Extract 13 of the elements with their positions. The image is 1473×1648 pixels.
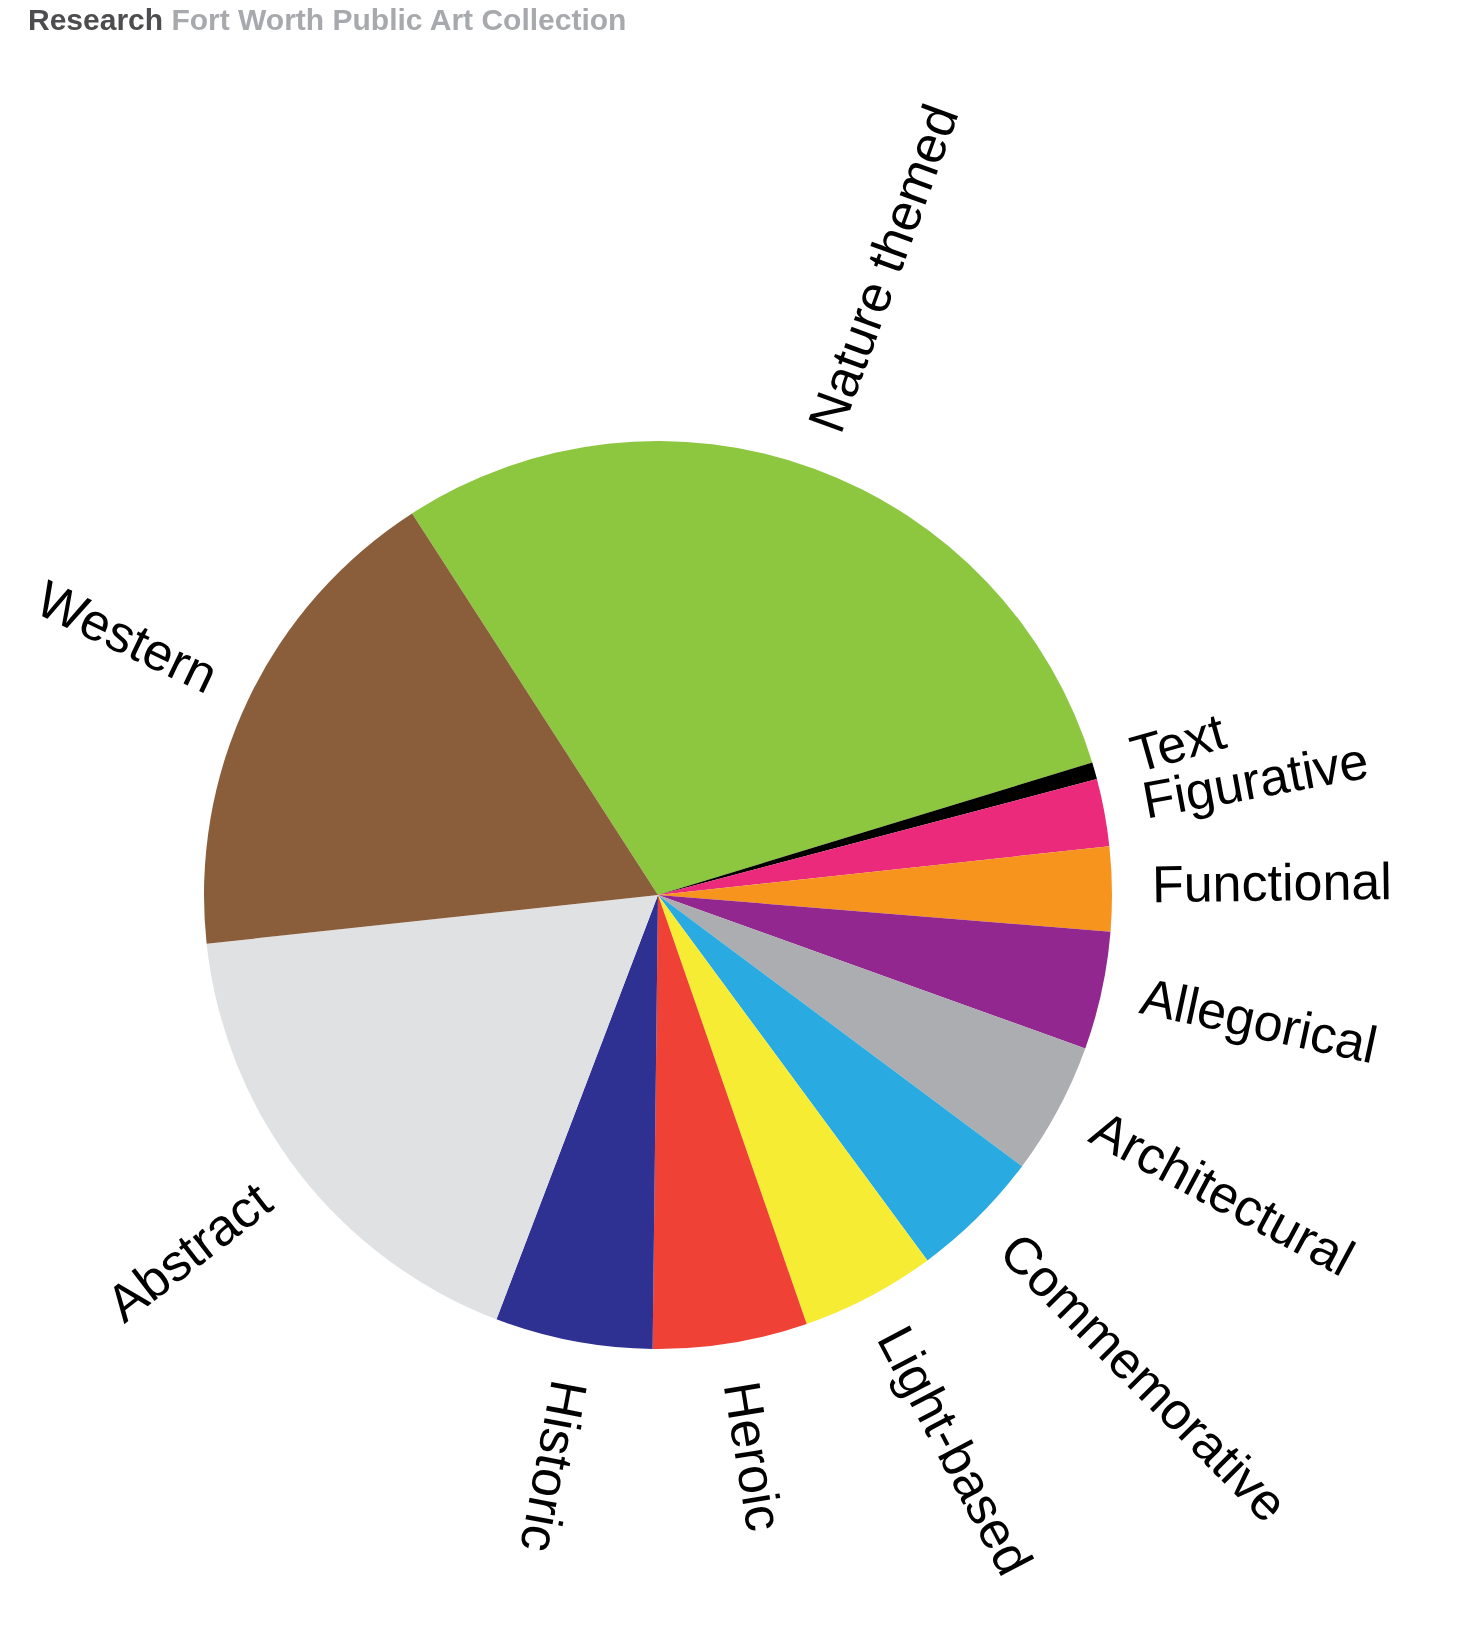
chart-subtitle: Fort Worth Public Art Collection [171,3,627,36]
slice-label: Historic [509,1375,599,1557]
slice-label: Heroic [712,1377,795,1535]
slice-label: Allegorical [1135,966,1383,1075]
slice-label: Nature themed [796,96,970,440]
chart-title: Research [28,3,172,36]
pie-slice [658,895,1111,1049]
pie-slice [658,895,1086,1167]
slice-label: Functional [1151,852,1393,914]
pie-slice [412,441,1093,895]
pie-slice [652,895,807,1349]
pie-slice [658,895,928,1324]
pie-slice [496,895,658,1349]
